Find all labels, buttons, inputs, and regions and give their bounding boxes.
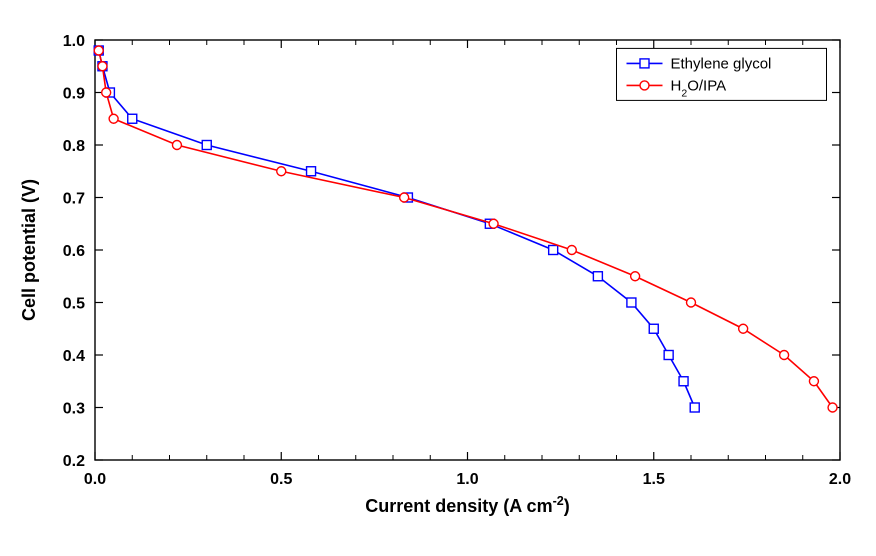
- y-tick-label: 1.0: [63, 33, 85, 50]
- y-tick-label: 0.9: [63, 86, 85, 103]
- y-tick-label: 0.4: [63, 348, 85, 365]
- y-tick-label: 0.2: [63, 453, 85, 470]
- y-tick-label: 0.7: [63, 191, 85, 208]
- y-tick-label: 0.8: [63, 138, 85, 155]
- legend-label: Ethylene glycol: [671, 55, 772, 72]
- y-tick-label: 0.6: [63, 243, 85, 260]
- x-tick-label: 1.0: [456, 471, 478, 488]
- x-tick-label: 2.0: [829, 471, 851, 488]
- polarization-chart: 0.0 0.5 1.0 1.5 2.0 0.2 0.3 0.4 0.5 0.6 0.7 0.8 0.9 1…: [0, 0, 876, 556]
- x-tick-label: 1.5: [643, 471, 665, 488]
- y-tick-label: 0.3: [63, 401, 85, 418]
- x-tick-label: 0.0: [84, 471, 106, 488]
- x-axis-title: Current density (A cm-2): [365, 494, 570, 516]
- x-tick-label: 0.5: [270, 471, 292, 488]
- y-tick-label: 0.5: [63, 296, 85, 313]
- y-axis-title: Cell potential (V): [19, 179, 39, 321]
- legend: Ethylene glycolH2O/IPA: [617, 48, 827, 100]
- chart-container: 0.0 0.5 1.0 1.5 2.0 0.2 0.3 0.4 0.5 0.6 0.7 0.8 0.9 1…: [0, 0, 876, 556]
